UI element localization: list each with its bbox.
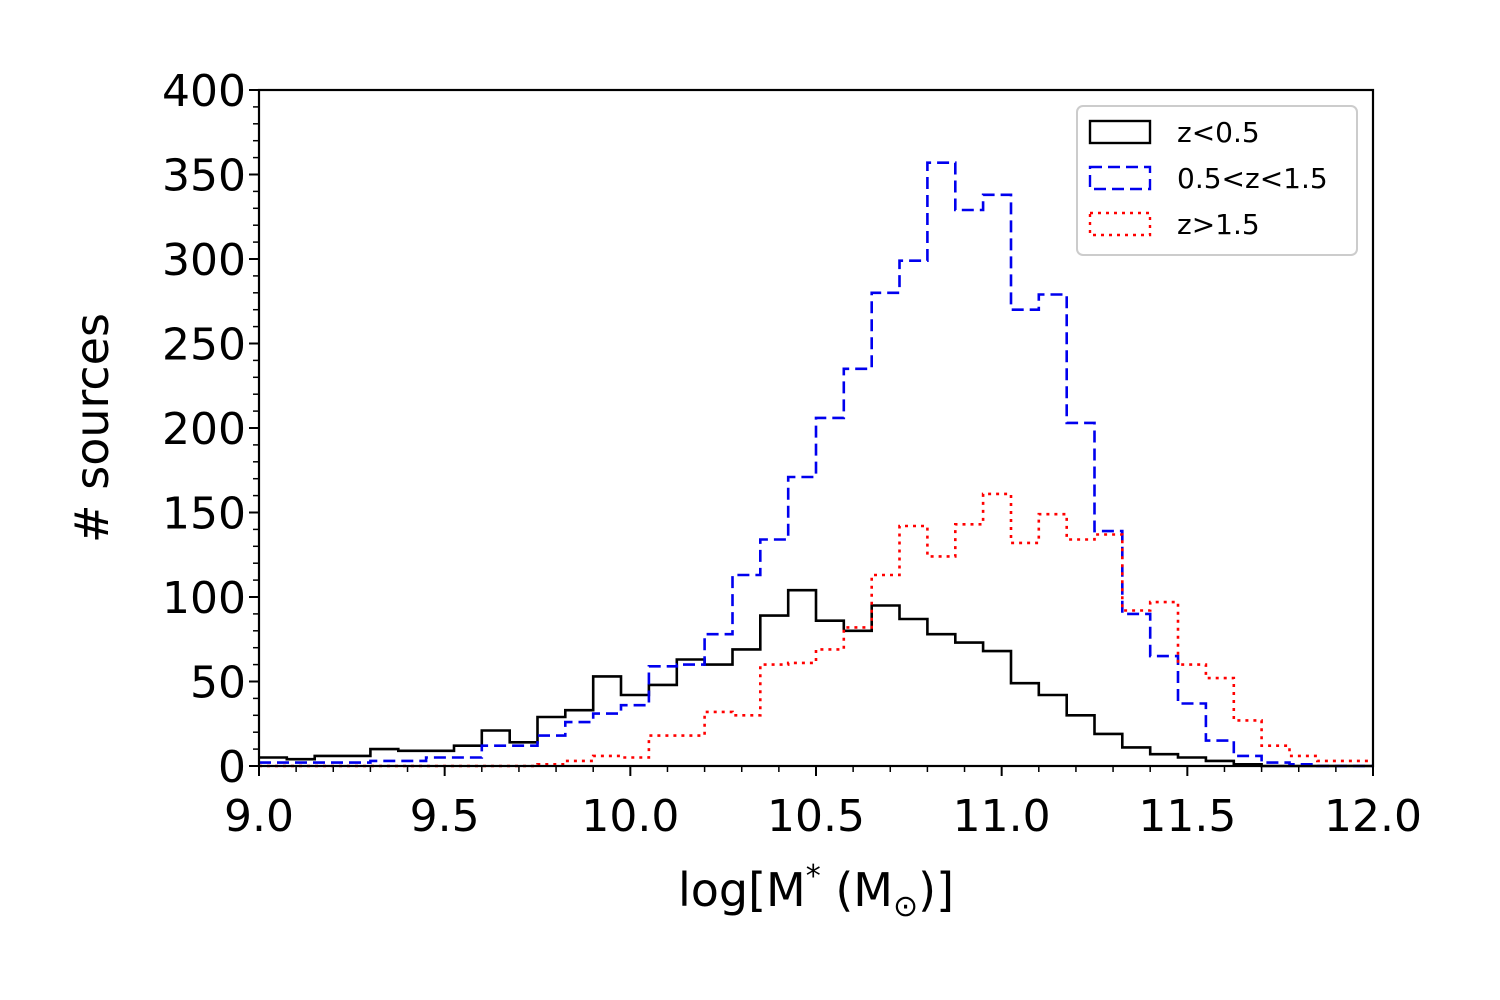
y-tick-label: 150 bbox=[162, 489, 246, 540]
x-axis-label-post: )] bbox=[918, 863, 954, 917]
x-tick-label: 11.5 bbox=[1138, 791, 1236, 842]
legend-swatch-3 bbox=[1088, 211, 1152, 237]
series-line-2 bbox=[259, 161, 1373, 768]
y-tick-label: 350 bbox=[162, 151, 246, 202]
y-tick-label: 0 bbox=[218, 742, 246, 793]
x-tick-label: 10.0 bbox=[581, 791, 679, 842]
series-line-1 bbox=[259, 588, 1373, 768]
x-tick-label: 9.0 bbox=[224, 791, 294, 842]
x-axis-label-pre: log[M bbox=[678, 863, 806, 917]
series-layer bbox=[259, 161, 1373, 768]
x-axis-label-sup: * bbox=[806, 859, 821, 894]
axis-ticks: 9.0 9.5 10.0 10.5 11.0 11.5 12.0 0 50 100 150 200 25… bbox=[162, 66, 1422, 842]
x-axis-label-mid: (M bbox=[821, 863, 893, 917]
x-axis-label: log[M* (M⊙)] bbox=[678, 859, 954, 924]
y-tick-label: 300 bbox=[162, 235, 246, 286]
y-tick-label: 50 bbox=[190, 658, 246, 709]
y-tick-label: 250 bbox=[162, 320, 246, 371]
legend: z<0.5 0.5<z<1.5 z>1.5 bbox=[1076, 105, 1358, 256]
x-tick-label: 11.0 bbox=[953, 791, 1051, 842]
legend-swatch-1 bbox=[1088, 119, 1152, 145]
x-axis-label-sub: ⊙ bbox=[893, 889, 918, 924]
x-tick-label: 10.5 bbox=[767, 791, 865, 842]
legend-items: z<0.5 0.5<z<1.5 z>1.5 bbox=[1088, 116, 1328, 241]
y-tick-label: 200 bbox=[162, 404, 246, 455]
legend-label-3: z>1.5 bbox=[1177, 208, 1260, 241]
legend-swatch-2 bbox=[1088, 165, 1152, 191]
x-tick-label: 12.0 bbox=[1324, 791, 1422, 842]
series-line-3 bbox=[259, 492, 1373, 768]
y-axis-label: # sources bbox=[65, 313, 119, 543]
y-tick-label: 400 bbox=[162, 66, 246, 117]
y-tick-label: 100 bbox=[162, 573, 246, 624]
x-tick-label: 9.5 bbox=[410, 791, 480, 842]
legend-label-1: z<0.5 bbox=[1177, 116, 1260, 149]
legend-label-2: 0.5<z<1.5 bbox=[1177, 162, 1328, 195]
